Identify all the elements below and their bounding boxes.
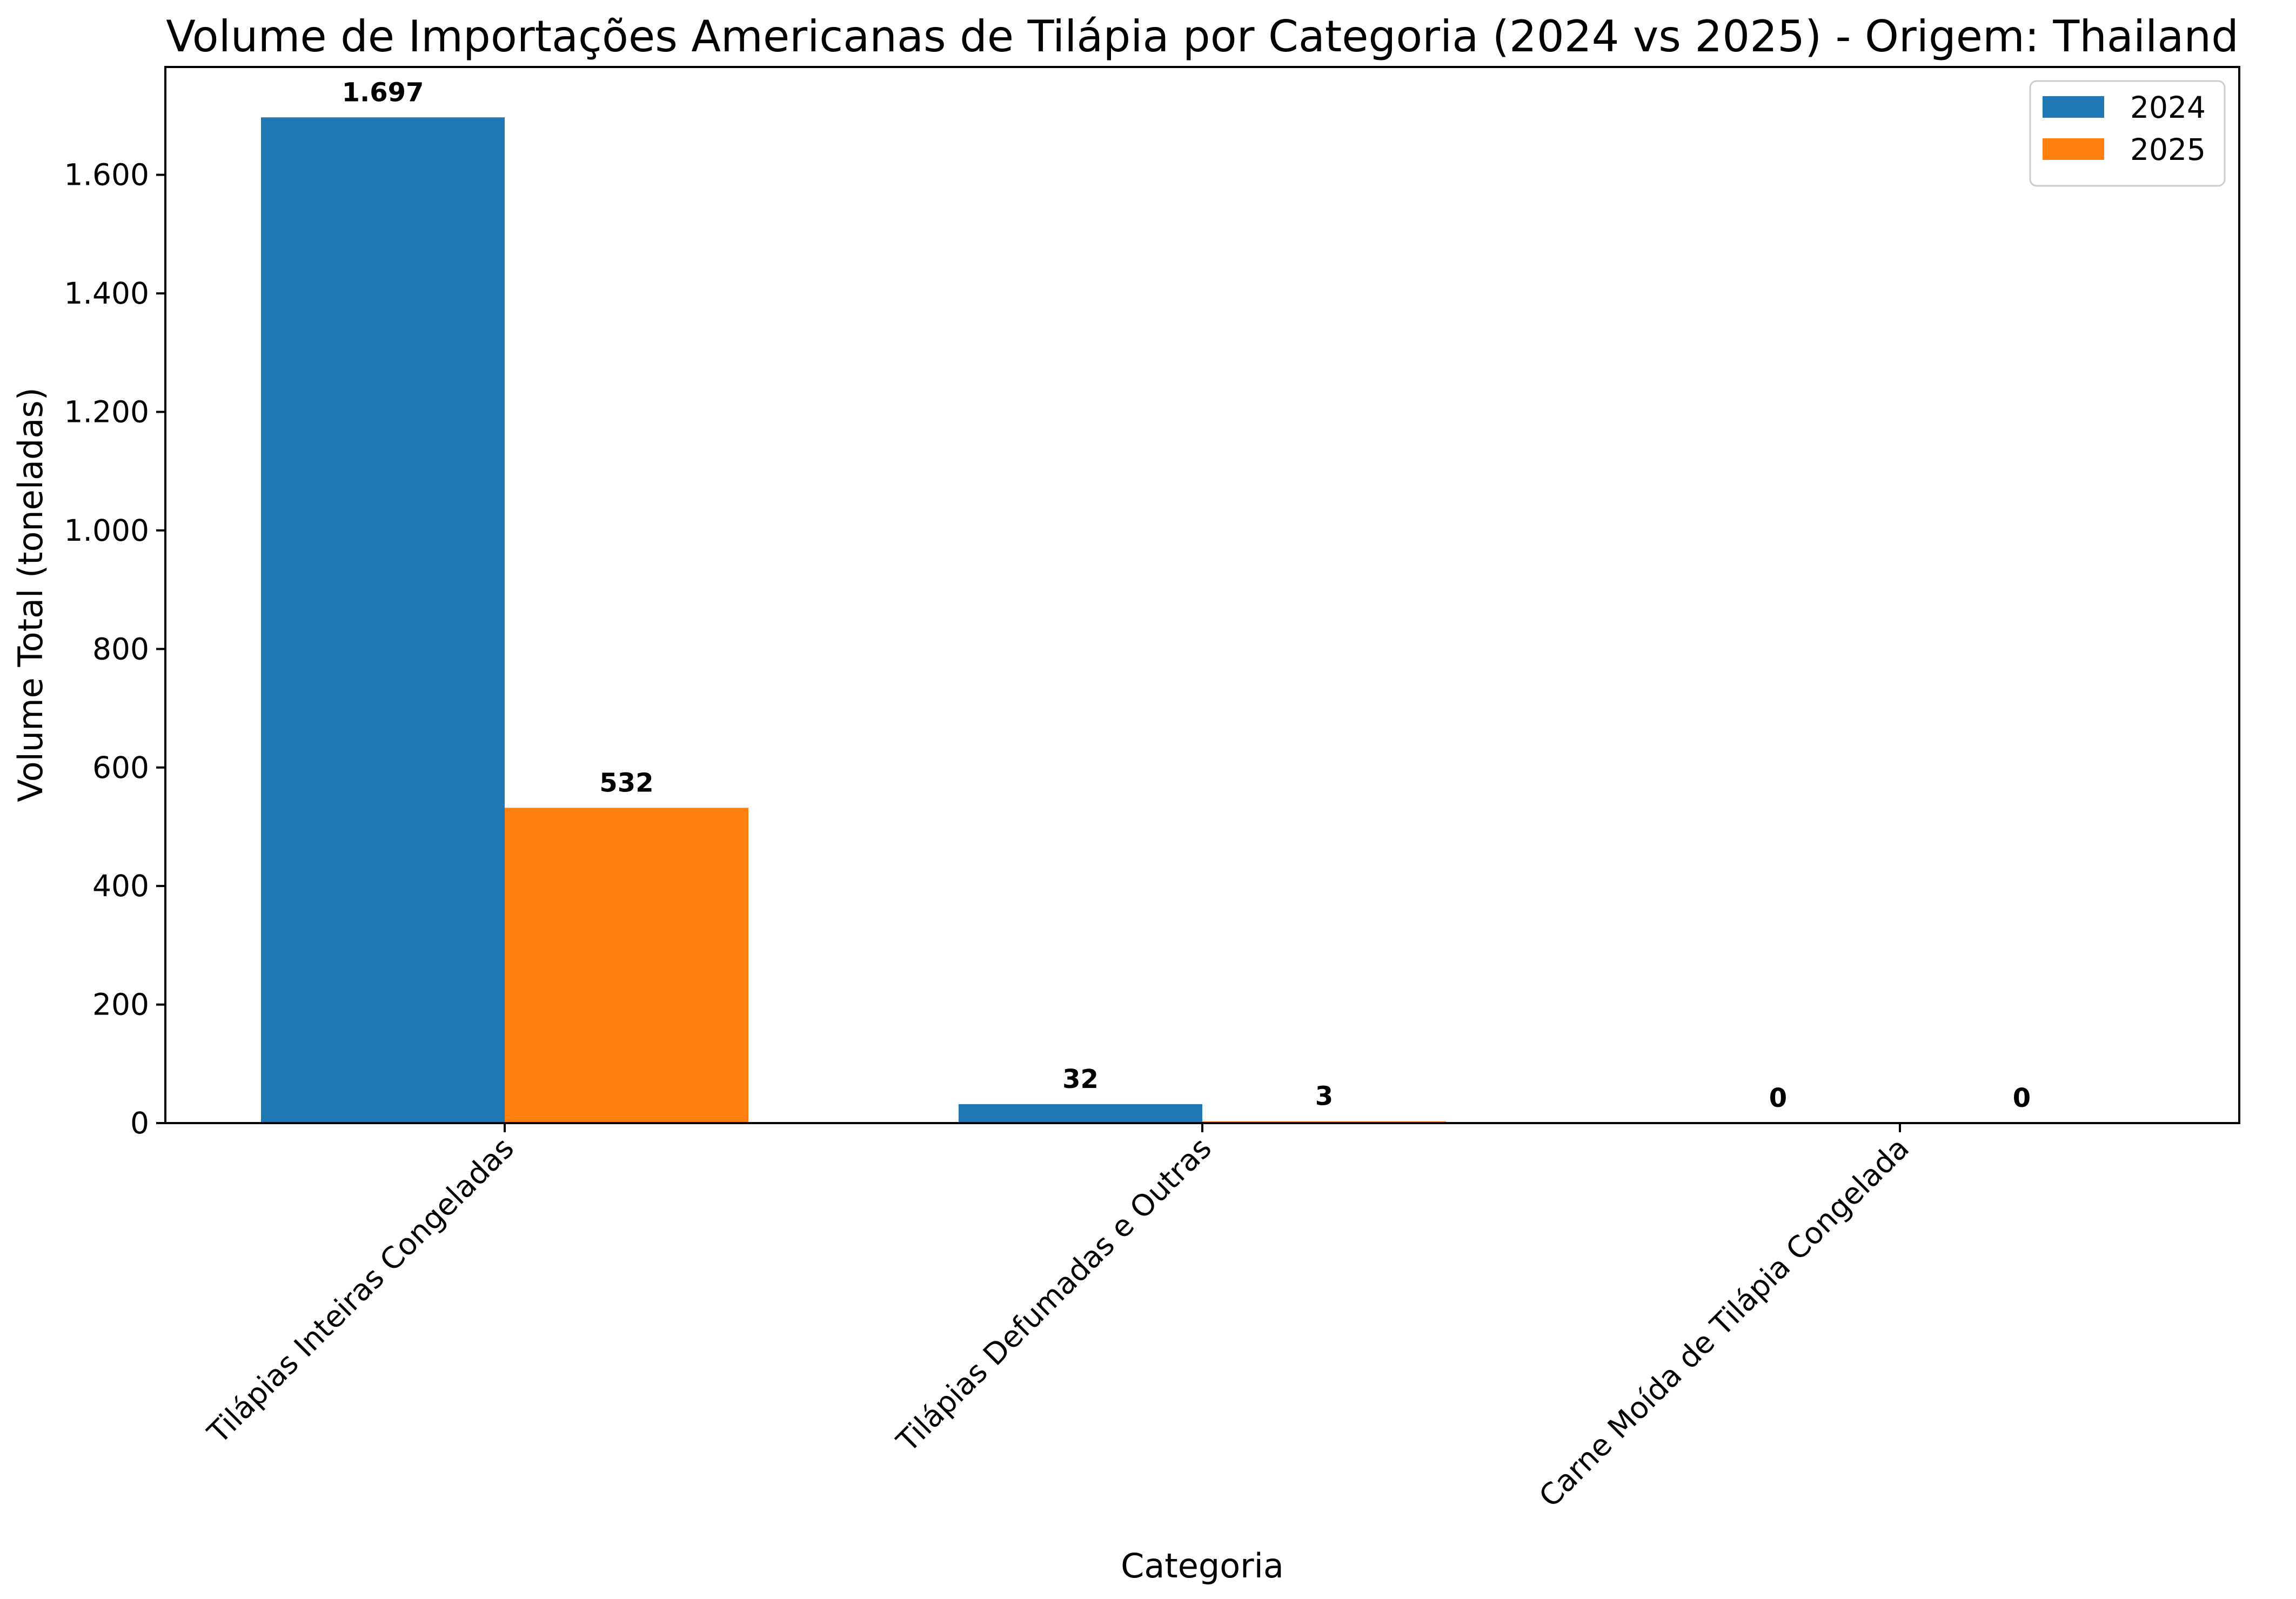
x-tick-label: Carne Moída de Tilápia Congelada <box>1532 1131 1916 1514</box>
y-axis-label: Volume Total (toneladas) <box>11 387 50 802</box>
legend-label-2024: 2024 <box>2130 90 2206 125</box>
y-tick-label: 800 <box>92 631 149 666</box>
bars-layer <box>261 117 1446 1124</box>
x-tick-label: Tilápias Defumadas e Outras <box>889 1131 1218 1459</box>
x-axis: Tilápias Inteiras Congeladas Tilápias Def… <box>200 1123 1916 1514</box>
data-label-2024-3: 0 <box>1769 1083 1787 1113</box>
data-label-2025-1: 532 <box>599 768 653 798</box>
legend-swatch-2024 <box>2043 96 2104 118</box>
y-tick-label: 400 <box>92 869 149 903</box>
y-tick-label: 1.000 <box>64 513 149 548</box>
y-tick-label: 1.600 <box>64 158 149 192</box>
bar-2024-2 <box>959 1104 1202 1123</box>
data-label-2024-1: 1.697 <box>342 77 424 108</box>
legend: 2024 2025 <box>2029 80 2226 187</box>
chart-title: Volume de Importações Americanas de Tilá… <box>166 11 2239 62</box>
legend-swatch-2025 <box>2043 138 2104 160</box>
legend-label-2025: 2025 <box>2130 132 2206 167</box>
bar-2024-1 <box>261 117 505 1124</box>
data-label-2025-2: 3 <box>1315 1081 1333 1112</box>
data-label-2025-3: 0 <box>2013 1083 2031 1113</box>
bar-2025-1 <box>505 808 748 1123</box>
x-tick-label: Tilápias Inteiras Congeladas <box>200 1131 520 1450</box>
y-tick-label: 600 <box>92 750 149 785</box>
x-axis-label: Categoria <box>1121 1546 1284 1585</box>
y-tick-label: 1.400 <box>64 276 149 311</box>
y-axis: 0 200 400 600 800 1.000 1.200 1.400 1.600 <box>64 158 165 1140</box>
y-tick-label: 200 <box>92 987 149 1022</box>
y-tick-label: 1.200 <box>64 395 149 429</box>
data-labels-layer: 1.697 32 0 532 3 0 <box>342 77 2031 1113</box>
y-tick-label: 0 <box>130 1106 149 1140</box>
data-label-2024-2: 32 <box>1062 1064 1099 1094</box>
